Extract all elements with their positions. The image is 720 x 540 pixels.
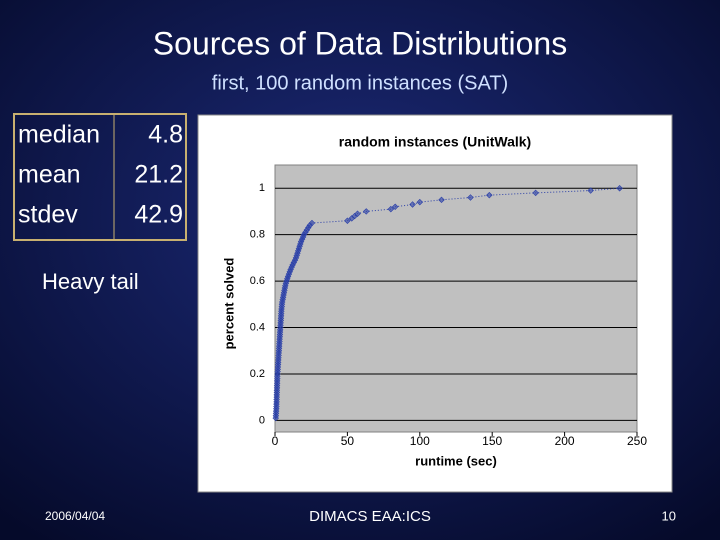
data-point xyxy=(308,219,316,227)
stat-label: mean xyxy=(18,161,81,189)
y-tick-label: 0 xyxy=(259,414,265,426)
slide-subtitle: first, 100 random instances (SAT) xyxy=(212,72,508,94)
x-tick-label: 50 xyxy=(341,434,355,448)
x-tick-label: 0 xyxy=(272,434,279,448)
stat-label: stdev xyxy=(18,201,78,229)
data-point xyxy=(391,203,399,211)
y-tick-label: 0.6 xyxy=(250,275,265,287)
x-tick-label: 200 xyxy=(555,434,575,448)
note: Heavy tail xyxy=(42,269,139,294)
data-point xyxy=(354,210,361,217)
stats-box xyxy=(13,113,187,241)
plot-area xyxy=(274,164,638,433)
y-tick-label: 0.4 xyxy=(250,321,265,333)
stat-label: median xyxy=(18,121,100,149)
footer-page: 10 xyxy=(662,508,676,523)
x-axis-label: runtime (sec) xyxy=(415,453,497,468)
x-tick-label: 100 xyxy=(410,434,430,448)
stat-value: 4.8 xyxy=(148,121,183,149)
data-point xyxy=(387,205,395,213)
y-tick-label: 0.8 xyxy=(250,229,265,241)
footer-date: 2006/04/04 xyxy=(45,509,105,523)
y-tick-label: 1 xyxy=(259,182,265,194)
data-point xyxy=(344,217,351,224)
x-tick-label: 150 xyxy=(482,434,502,448)
y-axis-label: percent solved xyxy=(221,258,236,350)
data-point xyxy=(486,191,493,199)
y-tick-label: 0.2 xyxy=(250,368,265,380)
data-point xyxy=(362,208,370,215)
data-point xyxy=(616,184,623,192)
data-point xyxy=(438,196,445,204)
footer-venue: DIMACS EAA:ICS xyxy=(309,508,431,525)
chart-title: random instances (UnitWalk) xyxy=(339,134,531,150)
slide-title: Sources of Data Distributions xyxy=(153,25,567,61)
stat-value: 21.2 xyxy=(134,161,183,189)
data-point xyxy=(532,189,539,197)
data-point xyxy=(409,201,416,208)
x-tick-label: 250 xyxy=(627,434,647,448)
data-point xyxy=(587,187,594,194)
stat-value: 42.9 xyxy=(134,201,183,229)
data-point xyxy=(416,198,424,206)
data-point xyxy=(467,194,474,201)
